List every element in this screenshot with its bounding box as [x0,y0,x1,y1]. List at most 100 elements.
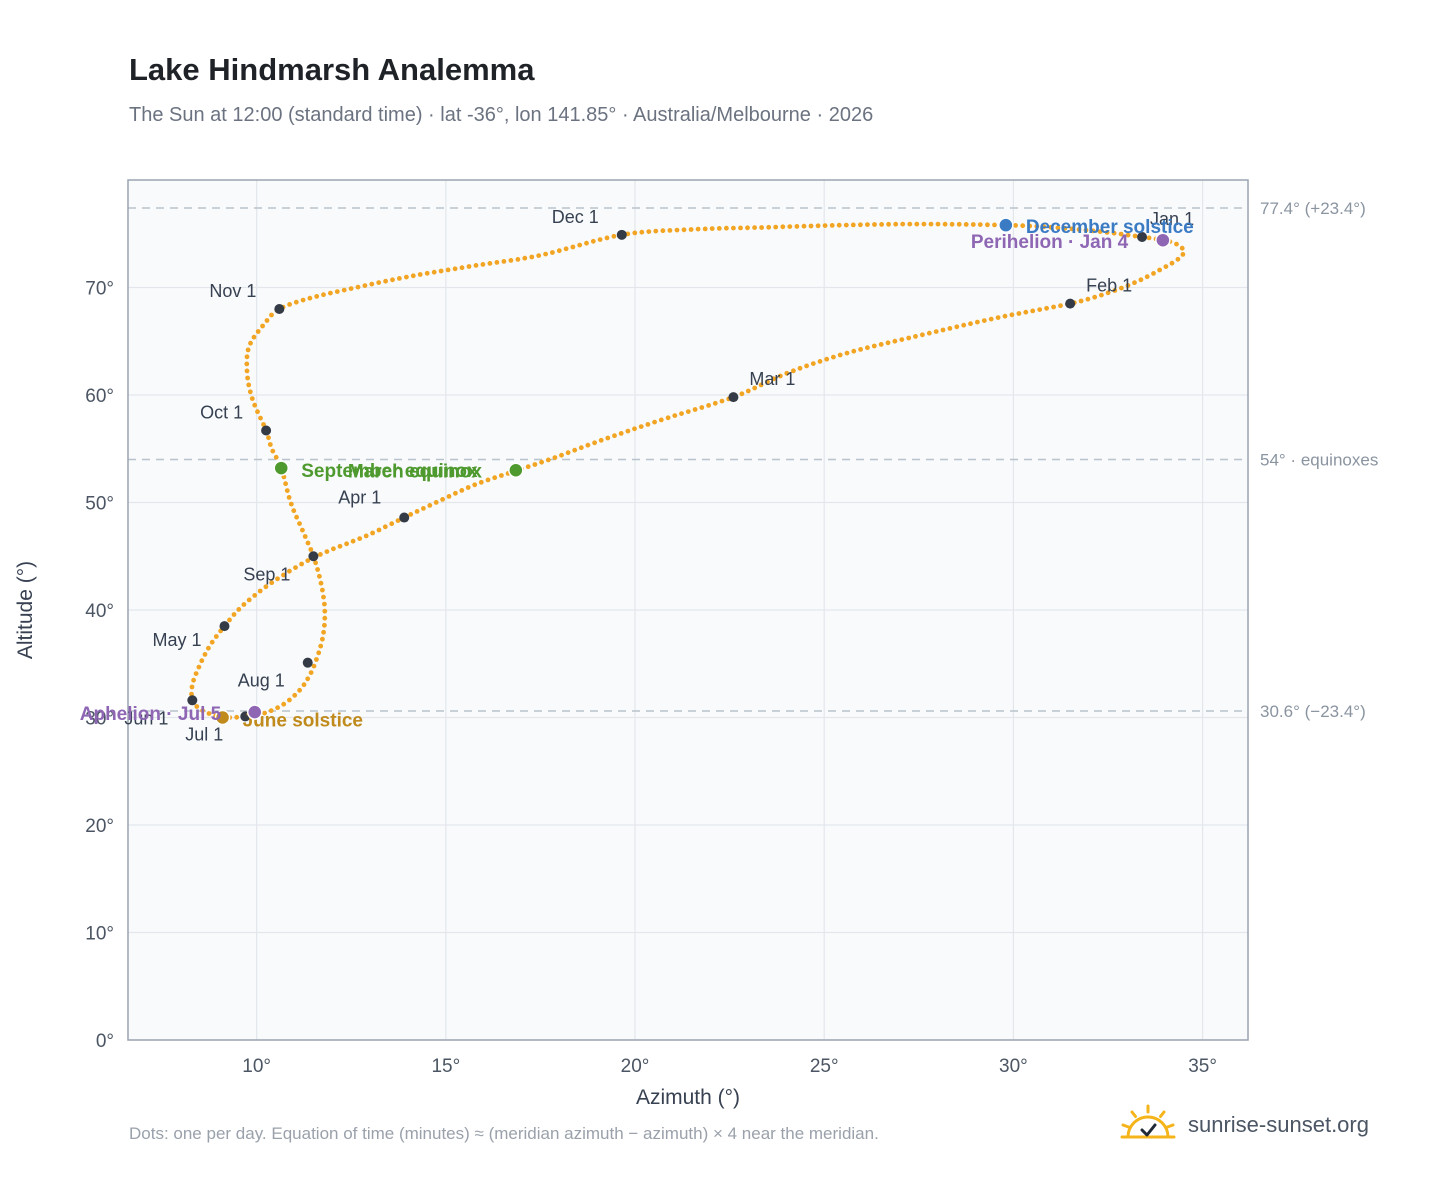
chart-subtitle: The Sun at 12:00 (standard time) · lat -… [129,104,874,126]
daily-sun-dot [822,223,828,229]
brand[interactable]: sunrise-sunset.org [1120,1103,1369,1147]
daily-sun-dot [745,388,751,394]
daily-sun-dot [850,222,856,228]
daily-sun-dot [300,527,305,533]
month-marker [187,695,198,706]
daily-sun-dot [872,222,877,227]
daily-sun-dot [287,302,292,307]
daily-sun-dot [313,560,318,566]
daily-sun-dot [357,536,363,541]
daily-sun-dot [679,411,684,416]
daily-sun-dot [928,221,934,227]
daily-sun-dot [1132,280,1137,286]
daily-sun-dot [522,255,528,261]
daily-sun-dot [536,253,542,258]
daily-sun-dot [787,224,793,230]
daily-sun-dot [459,265,465,271]
daily-sun-dot [529,254,535,260]
daily-sun-dot [935,221,941,227]
daily-sun-dot [706,403,711,408]
daily-sun-dot [724,225,729,231]
y-axis-label: Altitude (°) [14,561,37,659]
daily-sun-dot [815,223,821,229]
month-label: Apr 1 [338,488,381,508]
daily-sun-dot [681,227,687,233]
daily-sun-dot [765,379,770,385]
daily-sun-dot [592,440,597,446]
daily-sun-dot [638,424,644,429]
event-marker [1155,232,1171,248]
daily-sun-dot [1058,303,1063,309]
daily-sun-dot [255,329,261,334]
daily-sun-dot [985,222,990,228]
month-label: May 1 [152,630,201,650]
daily-sun-dot [200,708,206,713]
daily-sun-dot [658,417,664,423]
daily-sun-dot [1027,223,1033,229]
daily-sun-dot [632,426,637,432]
daily-sun-dot [1020,223,1026,229]
chart-title: Lake Hindmarsh Analemma [129,52,535,87]
daily-sun-dot [269,580,275,586]
daily-sun-dot [258,415,263,421]
daily-sun-dot [1105,290,1111,296]
daily-sun-dot [940,327,946,333]
daily-sun-dot [410,273,416,279]
daily-sun-dot [692,407,698,412]
y-tick-label: 30° [85,709,114,730]
event-marker [273,460,289,476]
daily-sun-dot [1041,224,1047,230]
daily-sun-dot [612,433,617,439]
daily-sun-dot [322,601,327,607]
event-marker [508,462,524,478]
x-tick-label: 35° [1188,1056,1217,1077]
daily-sun-dot [465,485,471,490]
daily-sun-dot [337,543,343,549]
daily-sun-dot [328,290,333,296]
event-label: Perihelion · Jan 4 [971,232,1129,253]
plot-frame [127,179,1249,1041]
daily-sun-dot [995,315,1001,320]
daily-sun-dot [1009,312,1015,318]
daily-sun-dot [858,222,863,228]
daily-sun-dot [977,222,983,228]
daily-sun-dot [1013,223,1018,228]
daily-sun-dot [1125,283,1131,288]
daily-sun-dot [885,340,891,346]
daily-sun-dot [660,228,666,234]
daily-sun-dot [759,225,764,230]
daily-sun-dot [829,223,835,228]
daily-sun-dot [907,221,913,227]
daily-sun-dot [1044,305,1049,311]
daily-sun-dot [1146,235,1152,241]
daily-sun-dot [501,259,507,264]
daily-sun-dot [865,345,870,351]
daily-sun-dot [302,534,308,539]
daily-sun-dot [1034,223,1040,229]
daily-sun-dot [1069,226,1075,232]
daily-sun-dot [291,508,297,514]
daily-sun-dot [494,260,500,265]
daily-sun-dot [879,222,884,227]
daily-sun-dot [797,365,803,371]
daily-sun-dot [287,697,292,703]
reference-line-label: 54° · equinoxes [1260,451,1378,470]
daily-sun-dot [246,382,252,388]
daily-sun-dot [315,567,320,572]
daily-sun-dot [865,222,870,228]
daily-sun-dot [363,533,369,539]
daily-sun-dot [452,266,458,272]
daily-sun-dot [1132,233,1138,239]
daily-sun-dot [1179,245,1185,251]
daily-sun-dot [485,477,491,483]
daily-sun-dot [712,400,718,406]
y-tick-label: 50° [85,494,114,515]
daily-sun-dot [227,617,232,623]
daily-sun-dot [1144,274,1150,280]
daily-sun-dot [209,639,215,645]
daily-sun-dot [1076,227,1082,232]
daily-sun-dot [1030,308,1036,314]
month-marker [728,392,739,403]
daily-sun-dot [1023,309,1029,315]
daily-sun-dot [322,608,328,614]
